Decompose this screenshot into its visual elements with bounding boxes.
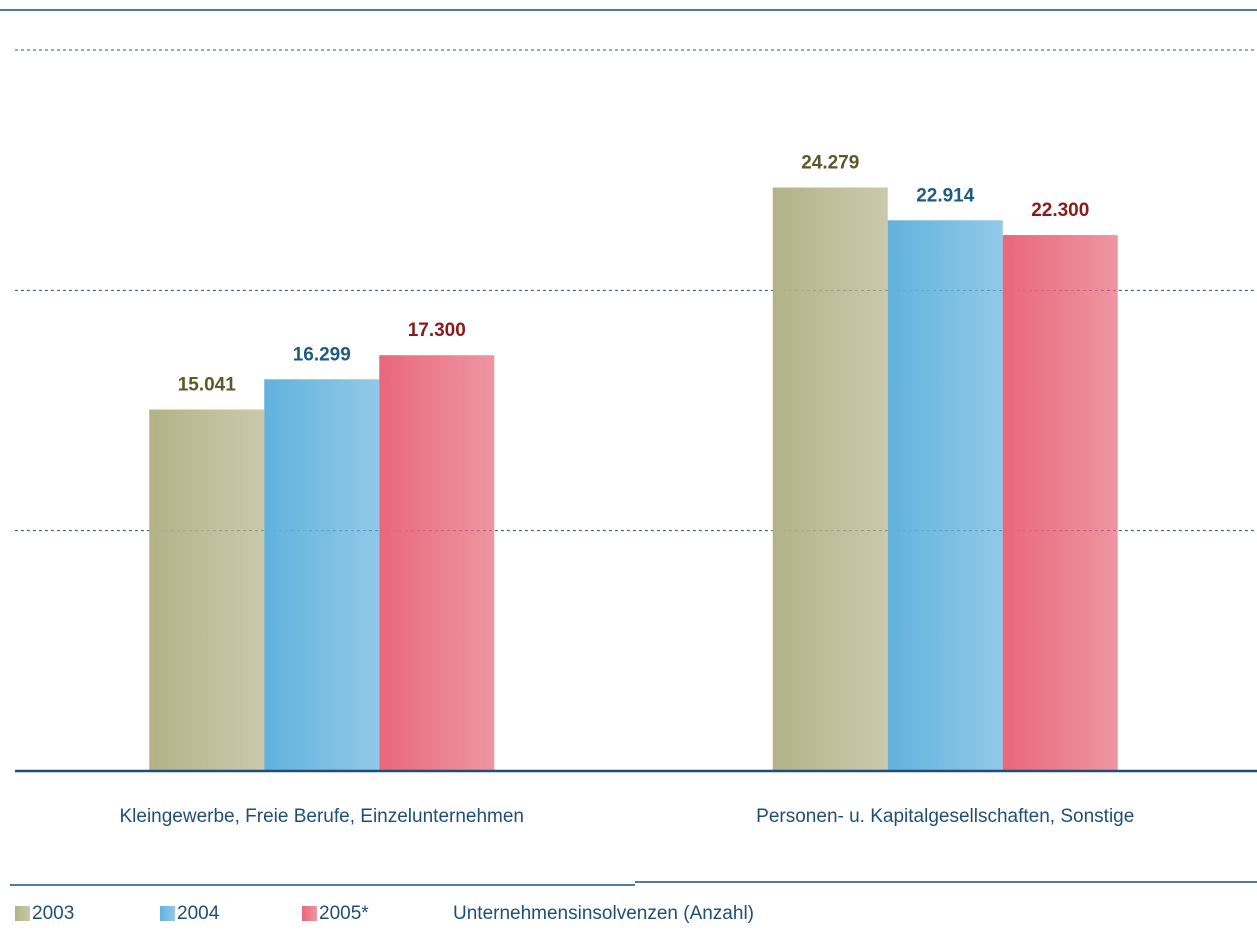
x-tick-label: Kleingewerbe, Freie Berufe, Einzeluntern… [119,806,524,827]
legend-swatch [302,906,317,921]
bar [887,220,1003,772]
legend-label: 2004 [177,903,220,924]
bar [264,379,380,771]
data-label: 16.299 [293,344,351,365]
data-label: 24.279 [801,153,859,174]
caption: Unternehmensinsolvenzen (Anzahl) [453,903,754,924]
legend-swatch [160,906,175,921]
legend-label: 2005* [319,903,369,924]
data-label: 22.300 [1031,200,1089,221]
bar [379,355,495,771]
bar [772,187,888,772]
legend-swatch [15,906,30,921]
x-tick-label: Personen- u. Kapitalgesellschaften, Sons… [756,806,1134,827]
data-label: 17.300 [408,320,466,341]
legend-label: 2003 [32,903,74,924]
bar [149,409,265,771]
data-label: 22.914 [916,185,975,206]
data-label: 15.041 [178,375,237,396]
bar [1002,235,1118,772]
